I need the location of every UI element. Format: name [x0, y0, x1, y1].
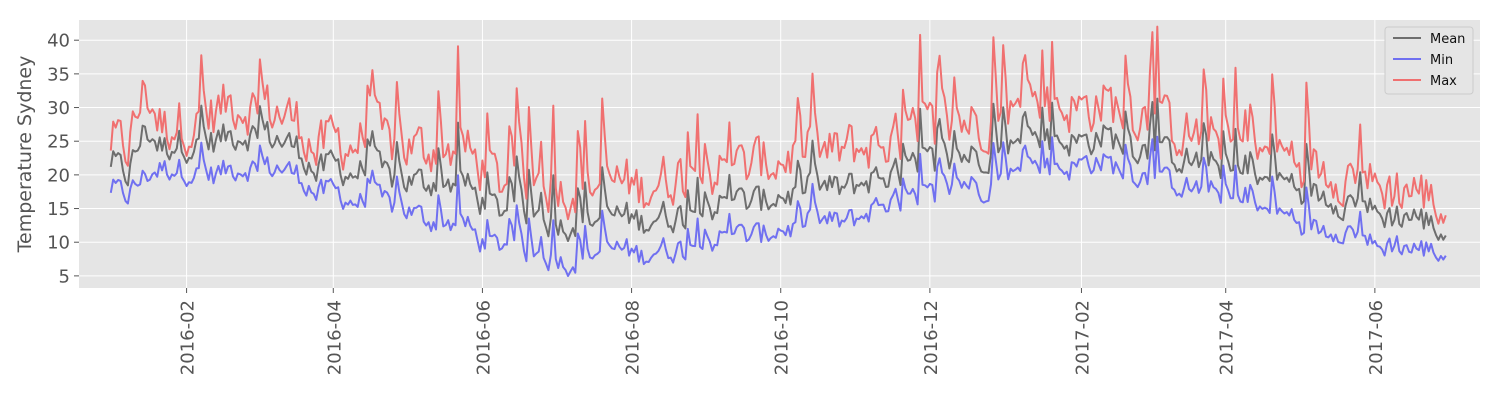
x-tick-label: 2016-04	[324, 300, 345, 375]
axis-ticks: 5 10 15 20 25 30 35 40 2016-02 2016-04 2016-06 2016…	[47, 31, 1387, 376]
series-line-mean	[109, 97, 1447, 242]
series-line-min	[109, 135, 1447, 277]
x-tick-label: 2017-02	[1072, 300, 1093, 375]
legend-label-min: Min	[1430, 53, 1453, 68]
y-axis-label: Temperature Sydney	[14, 56, 36, 254]
legend: Mean Min Max	[1384, 26, 1474, 95]
x-tick-label: 2016-08	[623, 300, 644, 375]
x-tick-label: 2016-10	[772, 300, 793, 375]
y-tick-label: 30	[47, 98, 70, 119]
x-tick-label: 2017-06	[1366, 300, 1387, 375]
legend-label-mean: Mean	[1430, 32, 1465, 47]
y-tick-label: 40	[47, 31, 70, 52]
y-tick-label: 5	[59, 266, 70, 287]
y-tick-label: 35	[47, 64, 70, 85]
y-tick-label: 10	[47, 233, 70, 254]
x-tick-label: 2016-12	[921, 300, 942, 375]
y-tick-label: 15	[47, 199, 70, 220]
y-tick-label: 20	[47, 165, 70, 186]
x-tick-label: 2017-04	[1217, 300, 1238, 375]
legend-frame	[1384, 26, 1474, 95]
series-line-max	[109, 25, 1447, 225]
plot-background	[79, 20, 1480, 288]
legend-label-max: Max	[1430, 74, 1457, 89]
x-tick-label: 2016-06	[473, 300, 494, 375]
y-tick-label: 25	[47, 132, 70, 153]
x-tick-label: 2016-02	[178, 300, 199, 375]
series-lines	[109, 25, 1447, 277]
